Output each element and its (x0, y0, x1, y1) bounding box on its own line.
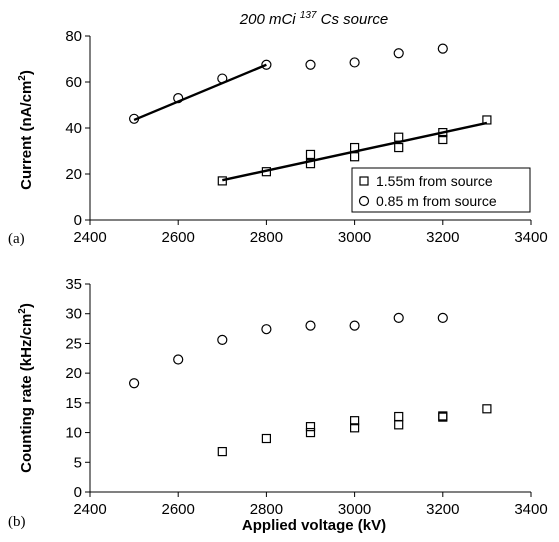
x-tick-label: 2600 (162, 229, 195, 246)
chart-a-circle-point (437, 43, 448, 54)
chart-b-circle-point (261, 324, 272, 335)
chart-a-square-point (482, 115, 492, 125)
chart-b-square-point (217, 446, 227, 457)
y-tick-label: 30 (65, 306, 82, 323)
chart-b-circle-point (349, 320, 360, 331)
x-tick-label: 3000 (338, 229, 371, 246)
chart-b-square-point (394, 411, 404, 422)
chart-b-square-point (261, 433, 271, 444)
chart-b-circle-point (173, 354, 184, 365)
chart-b-square-point (350, 423, 360, 433)
panel-label-a: (a) (8, 231, 25, 247)
legend-label: 1.55m from source (376, 173, 493, 189)
chart-a-title: 200 mCi 137 Cs source (239, 10, 388, 28)
chart-b-square-point (394, 420, 404, 430)
x-tick-label: 3400 (514, 229, 547, 246)
chart-a-fit-line-circles (133, 63, 267, 122)
y-tick-label: 10 (65, 425, 82, 442)
chart-a-square-point (438, 134, 448, 145)
panel-label-b: (b) (8, 514, 26, 530)
x-tick-label: 3200 (426, 229, 459, 246)
x-tick-label: 2400 (73, 229, 106, 246)
chart-a-plot: 0 20 40 60 80 2400 2600 2800 3000 3200 3400 1.55m f… (65, 28, 547, 246)
chart-b-square-point (482, 404, 492, 414)
x-tick-label: 3200 (426, 501, 459, 518)
x-tick-label: 2600 (162, 501, 195, 518)
chart-a-circle-point (217, 73, 228, 84)
x-tick-label: 2800 (250, 501, 283, 518)
chart-b-square-point (305, 422, 316, 432)
chart-b-ylabel: Counting rate (kHz/cm2) (17, 303, 35, 473)
chart-b-circle-point (437, 312, 448, 323)
chart-a-ylabel: Current (nA/cm2) (17, 70, 35, 190)
chart-b-square-point (438, 411, 448, 421)
y-tick-label: 15 (65, 395, 82, 412)
y-tick-label: 20 (65, 166, 82, 183)
chart-b-circle-point (393, 312, 404, 323)
chart-b-square-point (350, 416, 360, 426)
chart-a-square-point (394, 132, 404, 142)
x-tick-label: 3000 (338, 501, 371, 518)
y-tick-label: 25 (65, 335, 82, 352)
chart-b-circle-point (305, 320, 316, 331)
chart-a-square-point (350, 142, 360, 153)
chart-a-square-point (261, 167, 271, 177)
x-tick-label: 2400 (73, 501, 106, 518)
chart-a-square-point (305, 159, 316, 169)
chart-a-circle-point (173, 92, 184, 104)
chart-b-plot: 0 5 10 15 20 25 30 35 2400 2600 2800 3000 3200 3400 (65, 276, 547, 518)
chart-b-square-point (305, 427, 316, 438)
chart-a-circle-point (129, 113, 140, 124)
y-tick-label: 0 (74, 484, 82, 501)
x-tick-label: 3400 (514, 501, 547, 518)
legend-box (351, 167, 531, 213)
y-tick-label: 40 (65, 120, 82, 137)
y-tick-label: 60 (65, 74, 82, 91)
x-tick-label: 2800 (250, 229, 283, 246)
chart-a-circle-point (261, 59, 272, 70)
legend-circle-marker (358, 195, 370, 207)
chart-a-circle-point (393, 48, 404, 59)
legend-square-marker (359, 176, 369, 186)
y-tick-label: 0 (74, 212, 82, 229)
chart-a-square-point (305, 149, 316, 160)
chart-a-circle-point (305, 59, 316, 70)
y-tick-label: 20 (65, 365, 82, 382)
y-tick-label: 5 (74, 454, 82, 471)
y-tick-label: 80 (65, 28, 82, 45)
chart-a-square-point (394, 142, 404, 153)
chart-b-circle-point (217, 334, 228, 345)
y-tick-label: 35 (65, 276, 82, 293)
chart-a-square-point (217, 176, 227, 186)
chart-a-square-point (350, 152, 360, 162)
legend-label: 0.85 m from source (376, 193, 497, 209)
chart-b-circle-point (129, 378, 140, 389)
chart-a-circle-point (349, 57, 360, 68)
chart-b-xlabel: Applied voltage (kV) (242, 517, 386, 534)
chart-a-square-point (438, 128, 448, 138)
